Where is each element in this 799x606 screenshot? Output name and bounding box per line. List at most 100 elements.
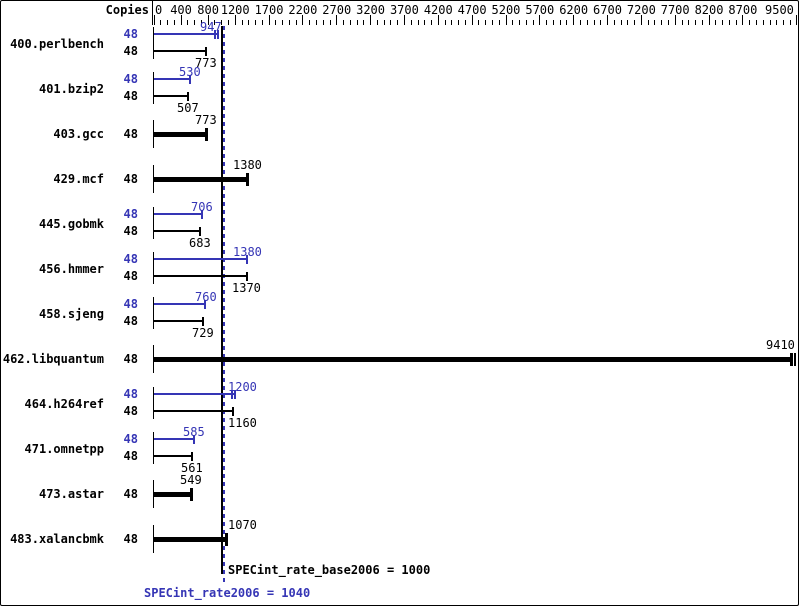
axis-minor-tick [282,20,284,25]
axis-minor-tick [329,20,331,25]
copies-column-header: Copies [105,3,149,17]
axis-minor-tick [417,20,419,25]
axis-minor-tick [363,20,365,25]
axis-minor-tick [261,20,263,25]
value-label-peak: 706 [191,200,213,214]
axis-minor-tick [464,20,466,25]
benchmark-label: 483.xalancbmk [10,532,104,546]
axis-minor-tick [343,20,345,25]
value-label-base: 729 [192,326,214,340]
bar-base-cap [187,92,190,101]
axis-major-tick [795,15,797,25]
bar-peak-cap [246,255,249,264]
copies-value-base: 48 [123,449,138,463]
value-label-peak: 585 [183,425,205,439]
copies-value: 48 [123,127,138,141]
axis-minor-tick [661,20,663,25]
bar-peak-cap [204,300,207,309]
value-label-base: 683 [189,236,211,250]
axis-minor-tick [315,20,317,25]
value-label-peak: 530 [179,65,201,79]
axis-minor-tick [593,20,595,25]
copies-value-base: 48 [123,404,138,418]
value-label-peak: 760 [195,290,217,304]
axis-major-tick [674,15,676,25]
row-stem [153,252,154,284]
axis-minor-tick [789,20,791,25]
axis-tick-label: 7700 [660,3,690,17]
axis-major-tick [742,15,744,25]
axis-minor-tick [295,20,297,25]
axis-major-tick [708,15,710,25]
axis-tick-label: 1200 [220,3,250,17]
bar-combined [154,537,227,542]
value-label-base: 773 [195,56,217,70]
axis-tick-label: 3700 [389,3,419,17]
axis-major-tick [573,15,575,25]
bar-peak [154,438,194,440]
copies-value-peak: 48 [123,72,138,86]
bar-peak-cap [217,30,220,39]
axis-minor-tick [627,20,629,25]
copies-value-base: 48 [123,89,138,103]
axis-minor-tick [512,20,514,25]
axis-minor-tick [451,20,453,25]
axis-tick-label: 7200 [626,3,656,17]
axis-minor-tick [485,20,487,25]
bar-combined [154,132,207,137]
row-stem [153,72,154,104]
value-label: 9410 [766,338,795,352]
axis-major-tick [268,15,270,25]
row-stem [153,345,154,373]
copies-value-base: 48 [123,224,138,238]
axis-minor-tick [383,20,385,25]
bar-peak [154,303,206,305]
copies-value: 48 [123,487,138,501]
axis-major-tick [180,15,182,25]
row-stem [153,480,154,508]
copies-value: 48 [123,532,138,546]
bar-peak [154,393,236,395]
value-label: 1380 [233,158,262,172]
bar-base-cap [202,317,205,326]
axis-minor-tick [173,20,175,25]
refline-base [220,26,223,574]
copies-value-peak: 48 [123,207,138,221]
bar-base-cap [231,407,234,416]
axis-minor-tick [525,20,527,25]
axis-major-tick [153,15,155,25]
header-separator-line [152,1,153,25]
axis-tick-label: 1700 [254,3,284,17]
axis-minor-tick [546,20,548,25]
axis-minor-tick [491,20,493,25]
axis-major-tick [640,15,642,25]
value-label: 549 [180,473,202,487]
copies-value: 48 [123,172,138,186]
axis-minor-tick [458,20,460,25]
axis-tick-label: 9500 [765,3,794,17]
axis-minor-tick [167,20,169,25]
axis-tick-label: 2200 [288,3,318,17]
axis-tick-label: 6200 [559,3,589,17]
axis-major-tick [403,15,405,25]
benchmark-label: 456.hmmer [38,262,104,276]
axis-minor-tick [478,20,480,25]
axis-minor-tick [532,20,534,25]
axis-tick-label: 8200 [694,3,724,17]
axis-minor-tick [519,20,521,25]
bar-combined [154,492,192,497]
axis-minor-tick [410,20,412,25]
axis-minor-tick [728,20,730,25]
row-stem [153,165,154,193]
row-stem [153,387,154,419]
bar-base [154,230,201,232]
axis-major-tick [302,15,304,25]
axis-minor-tick [613,20,615,25]
axis-minor-tick [498,20,500,25]
axis-minor-tick [735,20,737,25]
value-label-base: 1160 [228,416,257,430]
copies-value-base: 48 [123,44,138,58]
axis-minor-tick [667,20,669,25]
bar-base-cap [199,227,202,236]
